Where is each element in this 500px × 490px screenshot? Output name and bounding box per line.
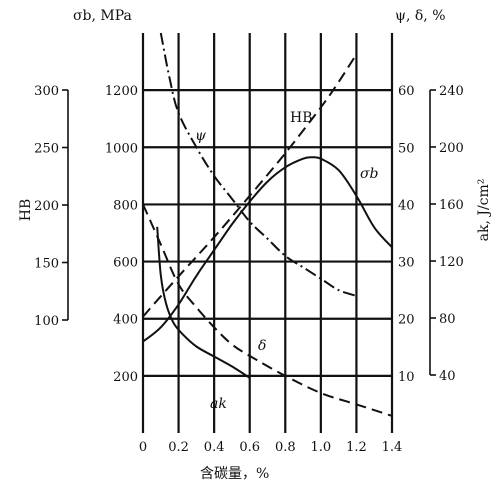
vertical-gridlines bbox=[141, 33, 394, 433]
horizontal-gridlines bbox=[143, 89, 392, 377]
x-tick-label: 1.0 bbox=[311, 440, 332, 455]
ak-tick-label: 240 bbox=[439, 84, 464, 99]
x-tick-label: 1.2 bbox=[346, 440, 367, 455]
curve-delta bbox=[142, 203, 393, 417]
curve-sigma-b bbox=[142, 156, 393, 343]
ak-axis-title: ak, J/cm² bbox=[476, 179, 492, 242]
hb-axis-title: HB bbox=[18, 199, 34, 222]
ak-tick-label: 200 bbox=[439, 141, 464, 156]
label-psi: ψ bbox=[195, 128, 207, 144]
hb-tick-label: 150 bbox=[34, 257, 59, 272]
x-tick-label: 1.4 bbox=[382, 440, 403, 455]
label-sigma-b: σb bbox=[360, 166, 379, 182]
x-tick-label: 0.4 bbox=[204, 440, 225, 455]
curve-hb bbox=[142, 53, 358, 318]
curves bbox=[142, 32, 393, 417]
curve-psi bbox=[159, 32, 357, 297]
side-axes bbox=[62, 89, 436, 376]
sigma-axis-title: σb, MPa bbox=[73, 8, 132, 24]
ak-tick-label: 40 bbox=[439, 369, 456, 384]
sigma-tick-label: 1200 bbox=[105, 84, 138, 99]
psi-delta-axis-title: ψ, δ, % bbox=[395, 8, 446, 24]
sigma-tick-label: 800 bbox=[113, 198, 138, 213]
tick-labels: 0 0.2 0.4 0.6 0.8 1.0 1.2 1.4 200 400 600 800 1000 12… bbox=[34, 84, 464, 455]
sigma-tick-label: 400 bbox=[113, 313, 138, 328]
sigma-tick-label: 1000 bbox=[105, 141, 138, 156]
psi-delta-tick-label: 20 bbox=[398, 313, 415, 328]
sigma-tick-label: 600 bbox=[113, 256, 138, 271]
x-tick-label: 0.8 bbox=[275, 440, 296, 455]
psi-delta-tick-label: 50 bbox=[398, 141, 415, 156]
x-tick-label: 0.2 bbox=[168, 440, 189, 455]
curve-ak bbox=[156, 226, 251, 379]
hb-tick-label: 200 bbox=[34, 199, 59, 214]
label-hb: HB bbox=[290, 110, 313, 126]
label-delta: δ bbox=[258, 338, 266, 354]
psi-delta-tick-label: 40 bbox=[398, 198, 415, 213]
ak-tick-label: 160 bbox=[439, 198, 464, 213]
hb-tick-label: 300 bbox=[34, 84, 59, 99]
ak-tick-label: 80 bbox=[439, 312, 456, 327]
sigma-tick-label: 200 bbox=[113, 370, 138, 385]
x-tick-label: 0 bbox=[139, 440, 147, 455]
ak-tick-label: 120 bbox=[439, 255, 464, 270]
psi-delta-tick-label: 30 bbox=[398, 256, 415, 271]
label-ak: ak bbox=[210, 396, 227, 412]
hb-tick-label: 250 bbox=[34, 142, 59, 157]
hb-tick-label: 100 bbox=[34, 314, 59, 329]
psi-delta-tick-label: 60 bbox=[398, 84, 415, 99]
psi-delta-tick-label: 10 bbox=[398, 370, 415, 385]
x-tick-label: 0.6 bbox=[239, 440, 260, 455]
x-axis-title: 含碳量，% bbox=[200, 466, 269, 482]
